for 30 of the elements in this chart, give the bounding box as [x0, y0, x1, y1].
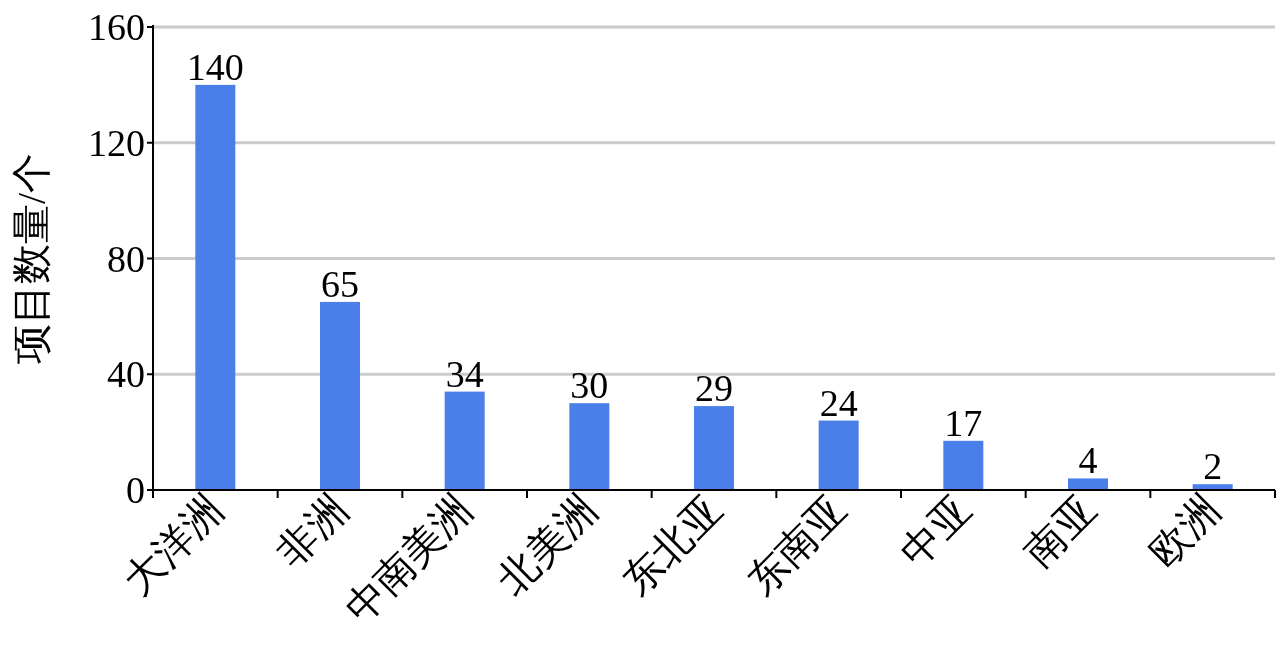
x-tick-label: 欧洲	[1140, 486, 1230, 575]
data-label: 30	[570, 364, 609, 407]
data-label: 24	[819, 381, 858, 424]
x-tick-label: 中亚	[891, 486, 980, 575]
data-label: 29	[695, 367, 733, 410]
bar	[569, 403, 610, 490]
data-label: 140	[186, 45, 244, 88]
bar	[195, 84, 236, 490]
y-axis-title: 项目数量/个	[9, 152, 54, 365]
bar	[1068, 478, 1108, 490]
bar	[818, 420, 859, 490]
x-tick-label: 东南亚	[738, 486, 856, 604]
x-tick-label: 北美洲	[489, 486, 606, 604]
x-tick-label: 东北亚	[613, 486, 731, 604]
data-label: 17	[944, 401, 983, 444]
bar	[444, 391, 485, 490]
data-label: 2	[1203, 445, 1223, 488]
y-tick-label: 40	[107, 353, 145, 396]
y-tick-label: 120	[88, 121, 145, 164]
x-tick-label: 南亚	[1015, 486, 1105, 575]
y-tick-label: 0	[126, 469, 145, 511]
bar	[943, 440, 984, 490]
y-tick-label: 160	[88, 6, 145, 48]
bar	[320, 301, 360, 490]
data-label: 34	[445, 352, 484, 395]
data-label: 4	[1078, 439, 1098, 482]
x-tick-label: 非洲	[267, 486, 357, 575]
bar	[694, 406, 734, 490]
y-tick-label: 80	[107, 237, 145, 280]
data-label: 65	[321, 262, 359, 305]
